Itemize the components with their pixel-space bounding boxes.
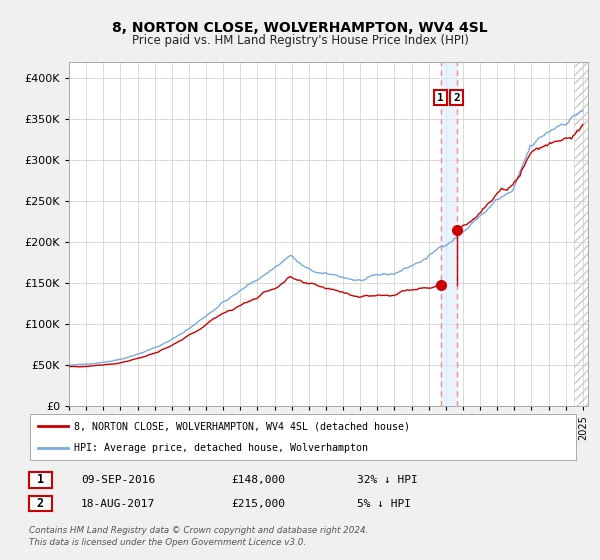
Text: 1: 1 (437, 93, 444, 102)
Text: 1: 1 (37, 473, 44, 487)
Text: 09-SEP-2016: 09-SEP-2016 (81, 475, 155, 486)
Text: 8, NORTON CLOSE, WOLVERHAMPTON, WV4 4SL (detached house): 8, NORTON CLOSE, WOLVERHAMPTON, WV4 4SL … (74, 421, 410, 431)
Text: HPI: Average price, detached house, Wolverhampton: HPI: Average price, detached house, Wolv… (74, 444, 368, 454)
Text: Price paid vs. HM Land Registry's House Price Index (HPI): Price paid vs. HM Land Registry's House … (131, 34, 469, 46)
Text: This data is licensed under the Open Government Licence v3.0.: This data is licensed under the Open Gov… (29, 538, 306, 547)
Text: Contains HM Land Registry data © Crown copyright and database right 2024.: Contains HM Land Registry data © Crown c… (29, 526, 368, 535)
Text: £148,000: £148,000 (231, 475, 285, 486)
Text: 32% ↓ HPI: 32% ↓ HPI (357, 475, 418, 486)
Text: £215,000: £215,000 (231, 499, 285, 509)
Text: 5% ↓ HPI: 5% ↓ HPI (357, 499, 411, 509)
Text: 8, NORTON CLOSE, WOLVERHAMPTON, WV4 4SL: 8, NORTON CLOSE, WOLVERHAMPTON, WV4 4SL (112, 21, 488, 35)
Bar (440, 62, 457, 406)
Text: 2: 2 (453, 93, 460, 102)
Text: 18-AUG-2017: 18-AUG-2017 (81, 499, 155, 509)
Text: 2: 2 (37, 497, 44, 510)
